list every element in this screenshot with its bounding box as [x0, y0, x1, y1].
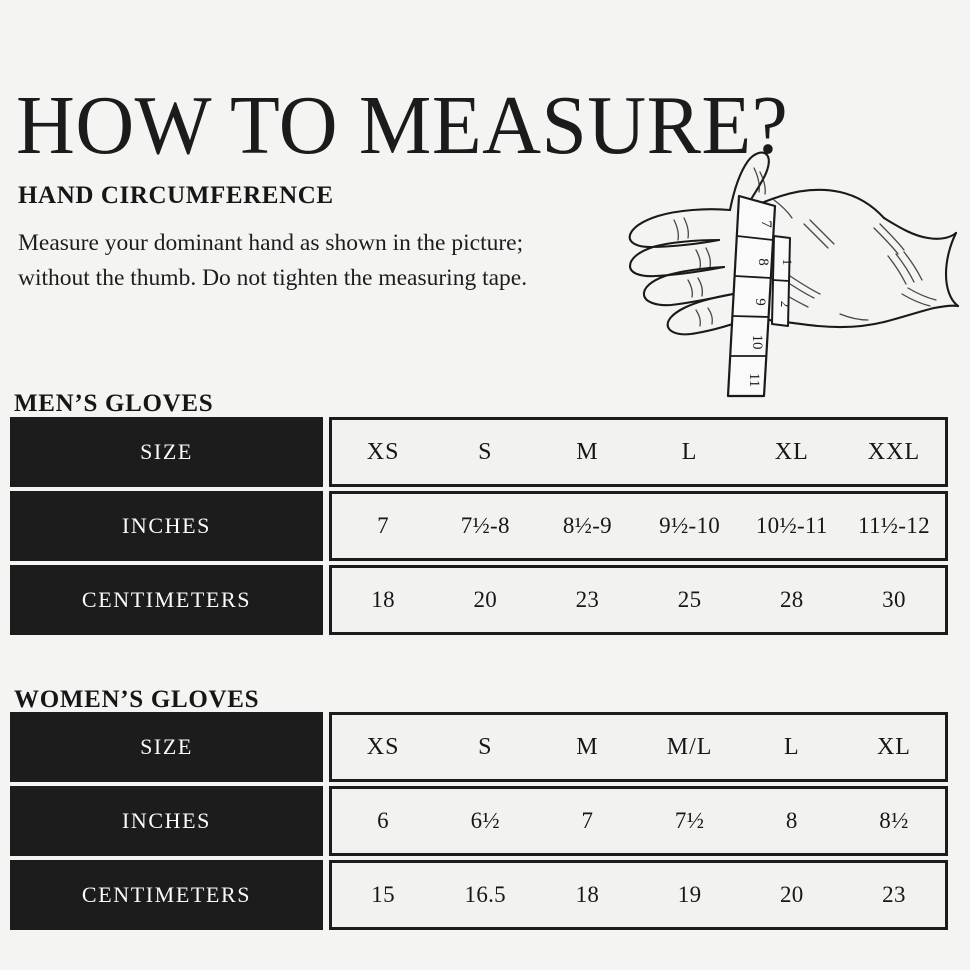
cell-size-m: M: [576, 438, 599, 465]
cell-cm-m: 23: [575, 587, 600, 612]
tape-label-11: 11: [746, 373, 762, 387]
mens-gloves-table: SIZE XS S M L XL XXL INCHES 7 7½-8 8½-9 …: [10, 417, 948, 635]
cell-cm-xs: 18: [371, 587, 395, 612]
section-subtitle: HAND CIRCUMFERENCE: [18, 182, 334, 209]
tape-label-10: 10: [749, 335, 765, 350]
hand-measuring-illustration: 7 8 9 10 11 1 2: [578, 128, 970, 400]
cell-size-xxl: XXL: [867, 438, 921, 465]
tape-numbers: 7 8 9 10 11 1 2: [746, 220, 795, 387]
cell-inches-l: 8: [785, 808, 798, 833]
cell-inches-m: 7: [581, 808, 594, 833]
cell-cm-ml: 19: [677, 882, 702, 907]
row-values-size: XS S M M/L L XL: [329, 712, 948, 782]
cell-inches-xl: 8½: [879, 808, 909, 833]
table-row-inches: INCHES 6 6½ 7 7½ 8 8½: [10, 786, 948, 856]
cell-size-m: M: [576, 733, 599, 760]
cell-inches-xxl: 11½-12: [858, 513, 930, 538]
cell-inches-s: 7½-8: [460, 513, 510, 538]
tape-label-8: 8: [755, 258, 771, 266]
row-label-size: SIZE: [10, 417, 323, 487]
cell-cm-s: 16.5: [464, 882, 506, 907]
cell-cm-l: 20: [779, 882, 804, 907]
cell-cm-xl: 28: [779, 587, 804, 612]
cell-inches-xs: 7: [377, 513, 389, 538]
womens-gloves-table: SIZE XS S M M/L L XL INCHES 6 6½ 7 7½ 8 …: [10, 712, 948, 930]
cell-cm-xxl: 30: [882, 587, 906, 612]
row-label-centimeters: CENTIMETERS: [10, 860, 323, 930]
cell-inches-xl: 10½-11: [755, 513, 828, 538]
table-row-inches: INCHES 7 7½-8 8½-9 9½-10 10½-11 11½-12: [10, 491, 948, 561]
tape-end-segment: [771, 235, 791, 327]
cell-cm-l: 25: [677, 587, 702, 612]
cell-inches-m: 8½-9: [562, 513, 612, 538]
row-values-inches: 6 6½ 7 7½ 8 8½: [329, 786, 948, 856]
womens-gloves-heading: WOMEN’S GLOVES: [14, 686, 260, 713]
cell-size-xs: XS: [366, 438, 400, 465]
instruction-text: Measure your dominant hand as shown in t…: [18, 229, 528, 292]
row-label-size: SIZE: [10, 712, 323, 782]
hand-illustration-svg: 7 8 9 10 11 1 2: [628, 151, 960, 398]
cell-cm-m: 18: [575, 882, 600, 907]
cell-size-xs: XS: [366, 733, 400, 760]
cell-size-xl: XL: [774, 438, 809, 465]
tape-end-label-2: 2: [778, 301, 793, 308]
cell-inches-l: 9½-10: [659, 513, 721, 538]
cell-size-xl: XL: [876, 733, 911, 760]
row-label-inches: INCHES: [10, 491, 323, 561]
page-title: HOW TO MEASURE?: [16, 79, 789, 173]
row-values-inches: 7 7½-8 8½-9 9½-10 10½-11 11½-12: [329, 491, 948, 561]
cell-inches-xs: 6: [377, 808, 389, 833]
cell-inches-s: 6½: [470, 808, 500, 833]
row-values-size: XS S M L XL XXL: [329, 417, 948, 487]
row-label-centimeters: CENTIMETERS: [10, 565, 323, 635]
table-row-centimeters: CENTIMETERS 18 20 23 25 28 30: [10, 565, 948, 635]
cell-size-s: S: [478, 733, 493, 760]
tape-end-label-1: 1: [780, 259, 795, 266]
row-values-centimeters: 15 16.5 18 19 20 23: [329, 860, 948, 930]
row-values-centimeters: 18 20 23 25 28 30: [329, 565, 948, 635]
tape-label-7: 7: [758, 220, 774, 228]
table-row-size: SIZE XS S M L XL XXL: [10, 417, 948, 487]
cell-cm-xs: 15: [371, 882, 395, 907]
hand-circumference-section: HAND CIRCUMFERENCE Measure your dominant…: [18, 182, 558, 297]
cell-size-s: S: [478, 438, 493, 465]
cell-inches-ml: 7½: [674, 808, 705, 833]
tape-label-9: 9: [752, 298, 768, 306]
cell-size-ml: M/L: [666, 733, 713, 760]
row-label-inches: INCHES: [10, 786, 323, 856]
cell-size-l: L: [783, 733, 800, 760]
table-row-centimeters: CENTIMETERS 15 16.5 18 19 20 23: [10, 860, 948, 930]
cell-size-l: L: [681, 438, 698, 465]
tape-band: [726, 194, 777, 398]
cell-cm-xl: 23: [882, 882, 906, 907]
table-row-size: SIZE XS S M M/L L XL: [10, 712, 948, 782]
mens-gloves-heading: MEN’S GLOVES: [14, 390, 214, 417]
cell-cm-s: 20: [473, 587, 498, 612]
